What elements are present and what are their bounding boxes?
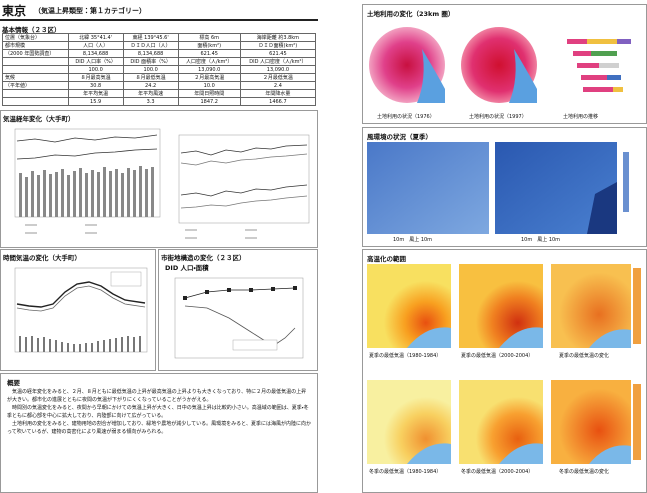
- table-cell: 8,134,688: [68, 50, 123, 58]
- table-cell: 人口密度（人/km²）: [178, 58, 240, 66]
- panel: 高温化の範囲 夏季の最低気温（1980-1984） 夏季の最低気温（2000-2…: [362, 249, 647, 493]
- section-heading: 土地利用の変化（23km 圏）: [367, 8, 454, 18]
- panel: 風環境の状況（夏季） 10m 風上 10m 10m 風上 10m: [362, 127, 647, 247]
- section-heading: 時間気温の変化（大手町）: [3, 252, 81, 262]
- table-cell: ８月最高気温: [68, 74, 123, 82]
- paragraph: 時間別の気温変化をみると、夜間から早朝にかけての気温上昇が大きく、日中の気温上昇…: [7, 404, 311, 420]
- section-heading: 風環境の状況（夏季）: [367, 131, 432, 141]
- panel: 概要 気温の経年変化をみると、２月、８月ともに最低気温の上昇が最高気温の上昇より…: [0, 373, 318, 493]
- caption: 土地利用の推移: [563, 113, 598, 120]
- caption: 夏季の最低気温の変化: [559, 352, 609, 359]
- table-cell: 621.45: [240, 50, 315, 58]
- table-cell: ２月最低気温: [240, 74, 315, 82]
- caption: 夏季の最低気温（1980-1984）: [369, 352, 441, 359]
- table-row: DID 人口率（%）DID 面積率（%）人口密度（人/km²）DID 人口密度（…: [3, 58, 316, 66]
- section-heading: 気温経年変化（大手町）: [3, 113, 75, 123]
- section-heading: 概要: [7, 377, 20, 387]
- table-cell: [3, 98, 69, 106]
- paragraph: 気温の経年変化をみると、２月、８月ともに最低気温の上昇が最高気温の上昇よりも大き…: [7, 388, 311, 404]
- table-row: 年平均気温年平均風速年間日照時間年間降水量: [3, 90, 316, 98]
- summary-text: 気温の経年変化をみると、２月、８月ともに最低気温の上昇が最高気温の上昇よりも大き…: [7, 388, 311, 436]
- table-cell: ８月最低気温: [123, 74, 178, 82]
- table-cell: ２月最高気温: [178, 74, 240, 82]
- caption: 冬季の最低気温の変化: [559, 468, 609, 475]
- caption: 夏季の最低気温（2000-2004）: [461, 352, 533, 359]
- table-cell: 都市規模: [3, 42, 69, 50]
- table-cell: 30.8: [68, 82, 123, 90]
- section-subheading: DID 人口・面積: [165, 262, 209, 272]
- table-cell: 8,134,688: [123, 50, 178, 58]
- table-cell: 1466.7: [240, 98, 315, 106]
- section-heading: 高温化の範囲: [367, 253, 406, 263]
- chart-illustration: [5, 125, 165, 243]
- table-cell: ＤＩＤ人口（人）: [123, 42, 178, 50]
- rule: [0, 19, 318, 21]
- table-cell: 年間降水量: [240, 90, 315, 98]
- table-cell: 13,090.0: [178, 66, 240, 74]
- table-cell: [3, 58, 69, 66]
- table-cell: DID 面積率（%）: [123, 58, 178, 66]
- chart-illustration: [163, 276, 313, 368]
- table-cell: 24.2: [123, 82, 178, 90]
- table-cell: 気候: [3, 74, 69, 82]
- table-cell: [3, 90, 69, 98]
- table-cell: 10.0: [178, 82, 240, 90]
- table-cell: 年平均風速: [123, 90, 178, 98]
- chart-illustration: [171, 133, 313, 243]
- table-cell: [3, 66, 69, 74]
- table-cell: 1847.2: [178, 98, 240, 106]
- table-cell: （2000 年国勢調査）: [3, 50, 69, 58]
- table-cell: 人口（人）: [68, 42, 123, 50]
- panel: 時間気温の変化（大手町）: [0, 249, 156, 371]
- title: 東京: [2, 2, 26, 19]
- panel: 市街地構造の変化（２３区） DID 人口・面積: [158, 249, 318, 371]
- table-row: 都市規模人口（人）ＤＩＤ人口（人）面積(km²)ＤＩＤ面積(km²): [3, 42, 316, 50]
- table-cell: 15.9: [68, 98, 123, 106]
- caption: 10m 風上 10m: [393, 236, 432, 243]
- table-cell: 13,090.0: [240, 66, 315, 74]
- table-cell: 2.4: [240, 82, 315, 90]
- caption: 10m 風上 10m: [521, 236, 560, 243]
- table-cell: 面積(km²): [178, 42, 240, 50]
- table-cell: DID 人口密度（人/km²）: [240, 58, 315, 66]
- caption: 冬季の最低気温（1980-1984）: [369, 468, 441, 475]
- paragraph: 土地利用の変化をみると、建物用地の割合が増加しており、緑地や農地が減少している。…: [7, 420, 311, 436]
- chart-illustration: [5, 264, 151, 366]
- table-cell: 3.3: [123, 98, 178, 106]
- caption: 土地利用の状況（1997）: [469, 113, 527, 120]
- table-cell: 年間日照時間: [178, 90, 240, 98]
- caption: 冬季の最低気温（2000-2004）: [461, 468, 533, 475]
- table-cell: 標高 6m: [178, 34, 240, 42]
- table-cell: DID 人口率（%）: [68, 58, 123, 66]
- map-illustration: [367, 264, 643, 490]
- map-illustration: [367, 19, 643, 111]
- table-cell: 100.0: [68, 66, 123, 74]
- table-cell: 東経 139°45.6': [123, 34, 178, 42]
- table-cell: 621.45: [178, 50, 240, 58]
- table-cell: 位置（気象台）: [3, 34, 69, 42]
- table-cell: （平年値）: [3, 82, 69, 90]
- page: {"header": {"title": "東京", "subtitle": "…: [0, 0, 647, 493]
- table-cell: 北緯 35°41.4': [68, 34, 123, 42]
- table-cell: 100.0: [123, 66, 178, 74]
- table-cell: ＤＩＤ面積(km²): [240, 42, 315, 50]
- table-cell: 海岸距離 約3.8km: [240, 34, 315, 42]
- section-heading: 市街地構造の変化（２３区）: [161, 252, 246, 262]
- caption: 土地利用の状況（1976）: [377, 113, 435, 120]
- subtitle: （気温上昇類型：第１カテゴリー）: [34, 6, 146, 16]
- map-illustration: [367, 142, 643, 236]
- table-cell: 年平均気温: [68, 90, 123, 98]
- panel: 気温経年変化（大手町）: [0, 110, 318, 248]
- panel: 土地利用の変化（23km 圏） 土地利用の状況（1976） 土地利用の状況（19…: [362, 4, 647, 124]
